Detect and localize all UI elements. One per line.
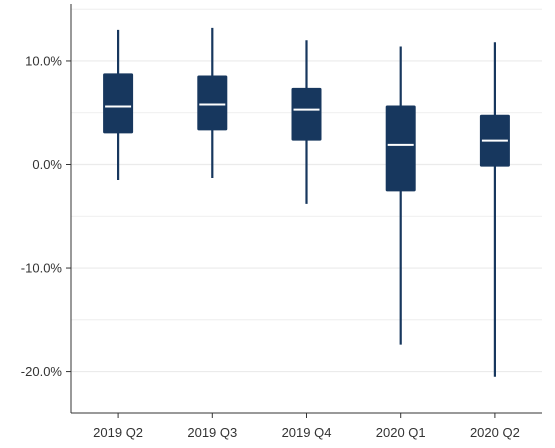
y-tick-label: 10.0% [25,53,62,68]
axes [66,4,542,418]
box-body [385,105,416,192]
box-series [103,27,510,377]
box-2020-q1 [385,46,416,345]
box-2019-q3 [197,27,228,178]
y-axis-tick-labels: 10.0% 0.0% -10.0% -20.0% [21,53,63,379]
x-tick-label: 2020 Q1 [376,425,426,440]
x-tick-label: 2020 Q2 [470,425,520,440]
y-tick-label: -20.0% [21,364,63,379]
box-body [291,87,322,141]
x-tick-label: 2019 Q2 [93,425,143,440]
y-tick-label: 0.0% [32,157,62,172]
box-body [103,73,134,134]
y-tick-label: -10.0% [21,261,63,276]
x-axis-tick-labels: 2019 Q2 2019 Q3 2019 Q4 2020 Q1 2020 Q2 [93,425,520,440]
box-2019-q2 [103,29,134,181]
box-2019-q4 [291,40,322,204]
box-2020-q2 [479,42,510,377]
x-tick-label: 2019 Q4 [282,425,332,440]
box-body [197,75,228,131]
x-tick-label: 2019 Q3 [187,425,237,440]
